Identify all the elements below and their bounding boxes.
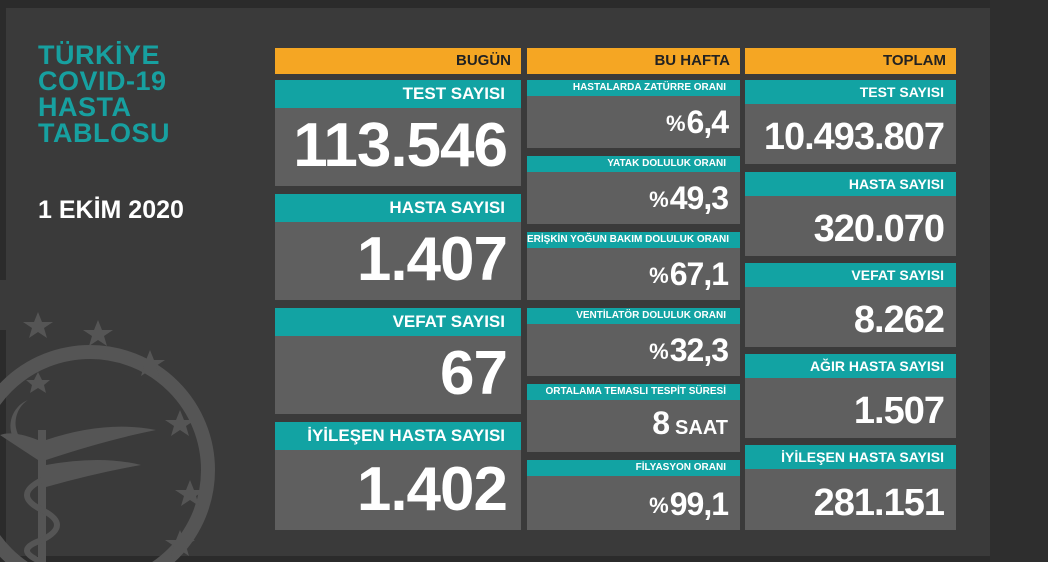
today-test-label: TEST SAYISI xyxy=(275,80,521,108)
week-ventilator-label: VENTİLATÖR DOLULUK ORANI xyxy=(527,308,740,324)
week-icu-card: ERİŞKİN YOĞUN BAKIM DOLULUK ORANI %67,1 xyxy=(527,232,740,300)
total-death-card: VEFAT SAYISI 8.262 xyxy=(745,263,956,347)
week-contact-number: 8 xyxy=(652,405,670,441)
total-severe-value: 1.507 xyxy=(853,390,945,432)
title-line-3: HASTA xyxy=(38,92,132,122)
percent-sign: % xyxy=(649,493,669,518)
title-line-1: TÜRKİYE xyxy=(38,40,161,70)
week-ventilator-card: VENTİLATÖR DOLULUK ORANI %32,3 xyxy=(527,308,740,376)
week-filiation-label: FİLYASYON ORANI xyxy=(527,460,740,476)
week-pneumonia-number: 6,4 xyxy=(686,104,729,140)
total-case-label: HASTA SAYISI xyxy=(745,172,956,196)
total-case-card: HASTA SAYISI 320.070 xyxy=(745,172,956,256)
today-test-card: TEST SAYISI 113.546 xyxy=(275,80,521,186)
total-recovered-label: İYİLEŞEN HASTA SAYISI xyxy=(745,445,956,469)
today-recovered-value: 1.402 xyxy=(356,455,508,524)
percent-sign: % xyxy=(665,111,686,136)
week-icu-value: %67,1 xyxy=(649,254,729,296)
week-filiation-number: 99,1 xyxy=(669,486,729,522)
ministry-emblem-icon xyxy=(0,280,250,562)
week-filiation-card: FİLYASYON ORANI %99,1 xyxy=(527,460,740,530)
week-bed-card: YATAK DOLULUK ORANI %49,3 xyxy=(527,156,740,224)
week-ventilator-value: %32,3 xyxy=(649,330,729,372)
total-death-label: VEFAT SAYISI xyxy=(745,263,956,287)
week-bed-number: 49,3 xyxy=(669,180,729,216)
total-test-card: TEST SAYISI 10.493.807 xyxy=(745,80,956,164)
title-line-4: TABLOSU xyxy=(38,118,170,148)
total-recovered-card: İYİLEŞEN HASTA SAYISI 281.151 xyxy=(745,445,956,530)
column-header-today: BUGÜN xyxy=(275,48,521,74)
today-case-label: HASTA SAYISI xyxy=(275,194,521,222)
today-recovered-label: İYİLEŞEN HASTA SAYISI xyxy=(275,422,521,450)
total-severe-label: AĞIR HASTA SAYISI xyxy=(745,354,956,378)
today-test-value: 113.546 xyxy=(293,111,508,180)
week-bed-value: %49,3 xyxy=(649,178,729,220)
page-title: TÜRKİYE COVID-19 HASTA TABLOSU xyxy=(38,40,170,148)
right-margin xyxy=(990,0,1048,562)
week-icu-label: ERİŞKİN YOĞUN BAKIM DOLULUK ORANI xyxy=(527,232,740,248)
percent-sign: % xyxy=(649,339,669,364)
week-icu-number: 67,1 xyxy=(669,256,729,292)
total-test-value: 10.493.807 xyxy=(763,116,945,158)
week-ventilator-number: 32,3 xyxy=(669,332,729,368)
week-contact-value: 8 SAAT xyxy=(652,403,728,448)
today-death-value: 67 xyxy=(440,339,508,408)
week-filiation-value: %99,1 xyxy=(649,484,729,526)
column-header-week: BU HAFTA xyxy=(527,48,740,74)
week-contact-card: ORTALAMA TEMASLI TESPİT SÜRESİ 8 SAAT xyxy=(527,384,740,452)
week-pneumonia-value: %6,4 xyxy=(665,102,729,144)
week-contact-label: ORTALAMA TEMASLI TESPİT SÜRESİ xyxy=(527,384,740,400)
total-test-label: TEST SAYISI xyxy=(745,80,956,104)
week-contact-unit: SAAT xyxy=(675,417,728,439)
today-death-label: VEFAT SAYISI xyxy=(275,308,521,336)
total-death-value: 8.262 xyxy=(853,299,945,341)
total-case-value: 320.070 xyxy=(813,208,945,250)
week-pneumonia-card: HASTALARDA ZATÜRRE ORANI %6,4 xyxy=(527,80,740,148)
week-pneumonia-label: HASTALARDA ZATÜRRE ORANI xyxy=(527,80,740,96)
percent-sign: % xyxy=(649,187,669,212)
total-severe-card: AĞIR HASTA SAYISI 1.507 xyxy=(745,354,956,438)
today-death-card: VEFAT SAYISI 67 xyxy=(275,308,521,414)
today-case-value: 1.407 xyxy=(356,225,508,294)
title-line-2: COVID-19 xyxy=(38,66,167,96)
total-recovered-value: 281.151 xyxy=(813,482,945,524)
percent-sign: % xyxy=(649,263,669,288)
column-header-total: TOPLAM xyxy=(745,48,956,74)
today-recovered-card: İYİLEŞEN HASTA SAYISI 1.402 xyxy=(275,422,521,530)
report-date: 1 EKİM 2020 xyxy=(38,196,184,224)
today-case-card: HASTA SAYISI 1.407 xyxy=(275,194,521,300)
week-bed-label: YATAK DOLULUK ORANI xyxy=(527,156,740,172)
